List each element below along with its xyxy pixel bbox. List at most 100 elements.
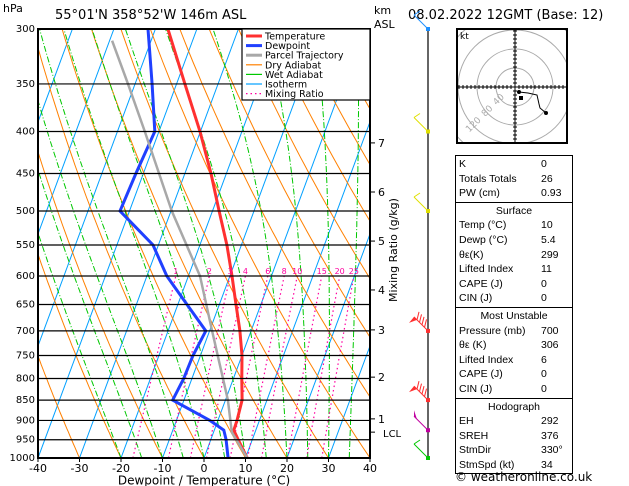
asl-unit: ASL — [374, 18, 395, 31]
stat-label: SREH — [459, 429, 489, 442]
wind-barb — [413, 113, 430, 134]
wind-marker — [426, 398, 430, 403]
pressure-unit: hPa — [3, 2, 23, 15]
mixing-ratio-label: 20 — [335, 267, 345, 276]
mixing-ratio-label: 8 — [282, 267, 287, 276]
stat-value: 0 — [541, 368, 547, 381]
wind-barb — [413, 410, 430, 433]
pressure-tick-label: 950 — [16, 435, 35, 446]
legend-label: Dewpoint — [265, 41, 310, 52]
stat-value: 26 — [541, 172, 553, 185]
lcl-label: LCL — [383, 429, 402, 440]
wind-feather — [413, 439, 421, 445]
pressure-tick-label: 650 — [16, 300, 35, 311]
stat-value: 330° — [541, 444, 563, 457]
wind-pennant — [409, 316, 417, 323]
stat-row: CAPE (J) 0 — [459, 277, 569, 292]
stat-row: StmSpd (kt) 34 — [459, 458, 569, 473]
storm-motion-marker — [519, 96, 523, 100]
wet-adiabat-line — [314, 29, 330, 458]
mixing-ratio-label: 4 — [243, 267, 248, 276]
x-tick-label: 0 — [201, 462, 208, 475]
wind-feather — [413, 10, 421, 16]
stat-label: Dewp (°C) — [459, 233, 508, 246]
wind-marker — [426, 209, 430, 214]
block-title: Most Unstable — [480, 309, 548, 322]
pressure-tick-label: 450 — [16, 168, 35, 179]
isotherm-line — [286, 232, 370, 458]
x-tick-label: -10 — [154, 462, 172, 475]
block-title: Hodograph — [488, 400, 540, 413]
isotherm-line — [38, 29, 115, 236]
legend-label: Parcel Trajectory — [265, 51, 344, 62]
wet-adiabat-line — [39, 29, 184, 458]
legend-label: Mixing Ratio — [265, 89, 324, 100]
x-axis-title: Dewpoint / Temperature (°C) — [118, 474, 290, 486]
wind-marker — [426, 328, 430, 333]
wind-marker — [426, 27, 430, 31]
legend-label: Isotherm — [265, 80, 307, 91]
pressure-tick-label: 300 — [16, 24, 35, 35]
copyright: © weatheronline.co.uk — [455, 470, 593, 484]
km-tick-label: 4 — [378, 284, 385, 297]
indices-block: K 0 Totals Totals 26 PW (cm) 0.93 — [455, 155, 573, 202]
x-tick-label: 30 — [322, 462, 336, 475]
dry-adiabat-line — [296, 29, 370, 166]
pressure-tick-label: 500 — [16, 206, 35, 217]
stat-row: Pressure (mb) 700 — [459, 324, 569, 339]
profile-temperature — [166, 29, 249, 458]
stat-row: EH 292 — [459, 414, 569, 429]
km-unit: km — [374, 4, 392, 17]
stat-row: Dewp (°C) 5.4 — [459, 233, 569, 248]
dry-adiabat-line — [38, 354, 80, 458]
wind-feather — [416, 311, 420, 321]
pressure-tick-label: 850 — [16, 395, 35, 406]
legend-label: Wet Adiabat — [265, 70, 323, 81]
legend-label: Temperature — [264, 32, 325, 43]
stat-row: PW (cm) 0.93 — [459, 186, 569, 201]
stat-row: Totals Totals 26 — [459, 172, 569, 187]
mixing-ratio-line — [306, 275, 341, 458]
wind-feather — [413, 113, 421, 118]
stat-value: 376 — [541, 429, 559, 442]
stat-label: Lifted Index — [459, 263, 514, 276]
stat-label: StmSpd (kt) — [459, 458, 515, 471]
stat-value: 306 — [541, 339, 559, 352]
wind-barb — [413, 10, 430, 31]
stat-label: Temp (°C) — [459, 219, 507, 232]
mixing-ratio-line — [286, 275, 323, 458]
profile-dewpoint — [118, 29, 230, 458]
isotherm-line — [38, 29, 73, 124]
mixing-ratio-label: 10 — [292, 267, 302, 276]
stat-label: Pressure (mb) — [459, 324, 526, 337]
pressure-tick-label: 700 — [16, 326, 35, 337]
wind-feather — [421, 316, 425, 326]
station-location: 55°01'N 358°52'W 146m ASL — [55, 8, 247, 23]
legend-label: Dry Adiabat — [265, 60, 322, 71]
hodograph-frame — [456, 28, 568, 144]
wind-barb — [413, 192, 430, 214]
stat-value: 292 — [541, 415, 559, 428]
wind-feather — [424, 319, 427, 328]
km-tick-label: 1 — [378, 413, 385, 426]
wind-feather — [421, 385, 425, 395]
wet-adiabat-line — [348, 29, 359, 458]
stat-row: StmDir 330° — [459, 443, 569, 458]
dry-adiabat-line — [267, 29, 370, 223]
hodograph-trace — [518, 91, 547, 114]
isotherm-line — [38, 29, 156, 348]
hodograph-point — [544, 111, 548, 115]
stats-table: K 0 Totals Totals 26 PW (cm) 0.93 Surface Temp… — [455, 155, 573, 475]
x-tick-label: 10 — [239, 462, 253, 475]
stat-value: 11 — [541, 263, 552, 276]
wind-feather — [419, 383, 422, 392]
stat-label: StmDir — [459, 444, 492, 457]
isotherm-line — [245, 120, 370, 458]
isotherm-line — [328, 344, 370, 458]
wet-adiabat-line — [38, 168, 143, 458]
stat-value: 700 — [541, 324, 559, 337]
wind-marker — [426, 428, 430, 433]
